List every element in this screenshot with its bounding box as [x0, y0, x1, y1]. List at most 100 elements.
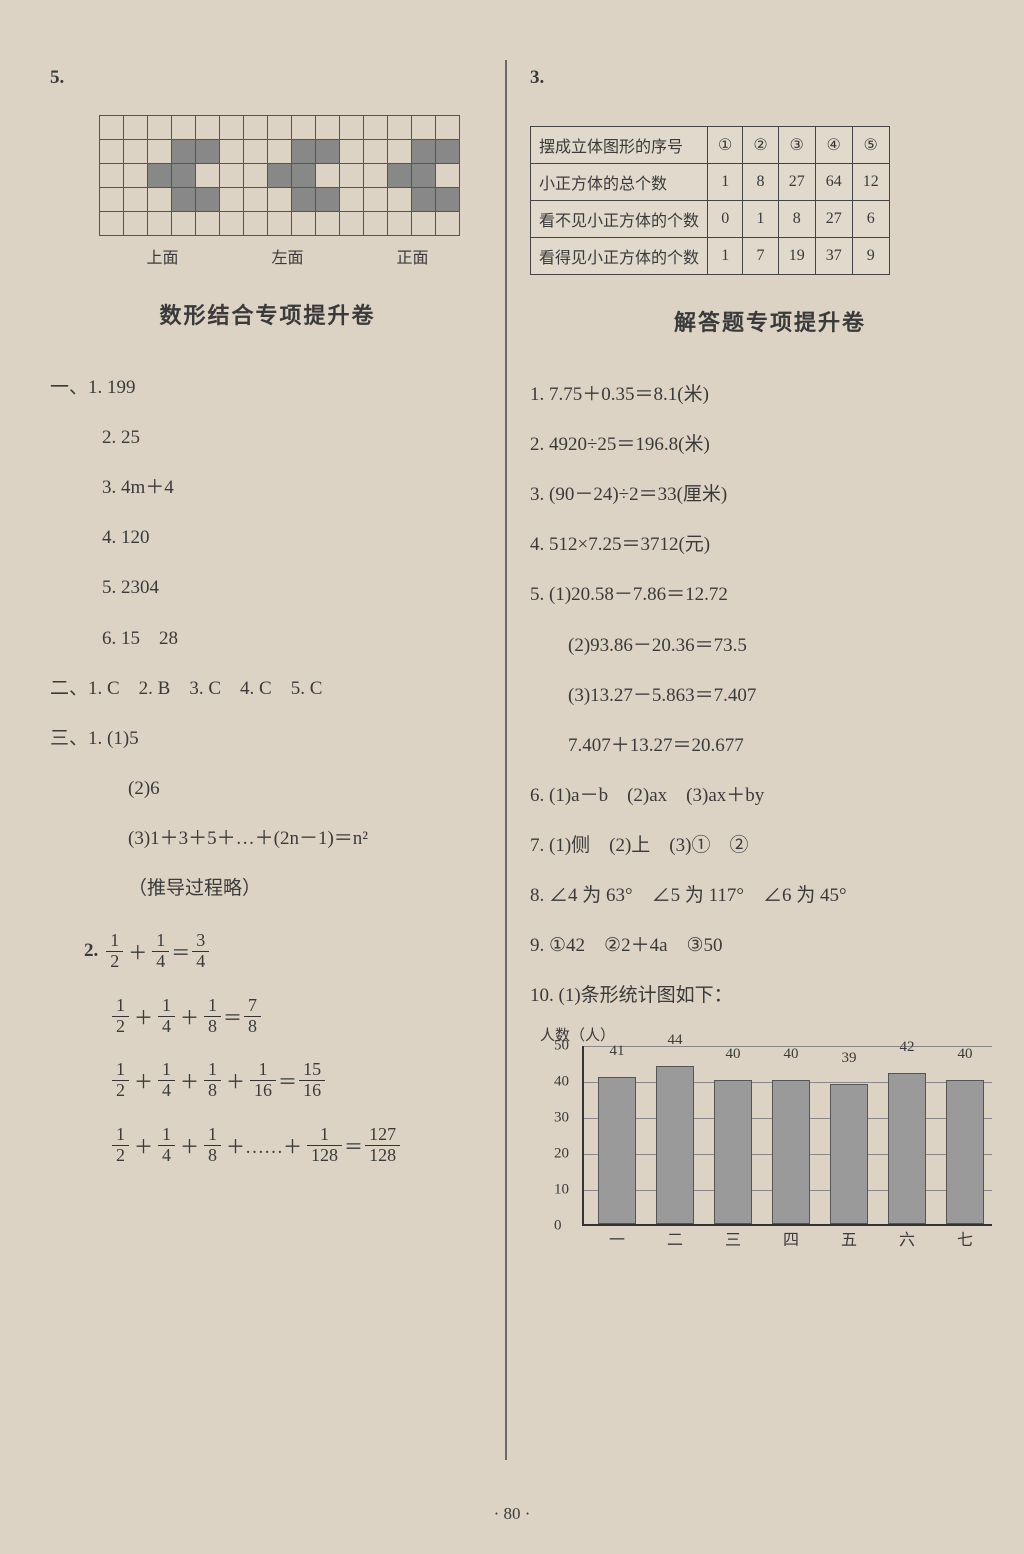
grid-cell — [387, 139, 412, 164]
q5-grid-labels: 上面 左面 正面 — [100, 244, 475, 268]
grid-cell — [387, 163, 412, 188]
bc-xlabel: 三 — [714, 1226, 752, 1250]
bar-chart: 人数（人） 41一44二40三40四39五42六40七 01020304050 — [540, 1028, 1000, 1258]
grid-cell — [123, 163, 148, 188]
grid-cell — [435, 211, 460, 236]
grid-label-left: 左面 — [225, 244, 350, 268]
grid-cell — [219, 163, 244, 188]
section3-item2: (2)6 — [50, 771, 485, 807]
grid-cell — [99, 115, 124, 140]
grid-cell — [243, 115, 268, 140]
bc-ytick: 40 — [554, 1074, 569, 1091]
q5-number: 5. — [50, 67, 64, 88]
bc-ytick: 30 — [554, 1110, 569, 1127]
table-cell: 7 — [743, 238, 778, 275]
sec1-item: 6. 15 28 — [50, 621, 485, 657]
grid-cell — [267, 163, 292, 188]
bc-xlabel: 一 — [598, 1226, 636, 1250]
grid-cell — [147, 115, 172, 140]
page-number: · 80 · — [0, 1504, 1024, 1524]
grid-cell — [195, 115, 220, 140]
section1-list: 一、1. 1992. 253. 4m＋44. 1205. 23046. 15 2… — [50, 370, 485, 657]
bc-bar-value: 41 — [598, 1043, 636, 1060]
grid-cell — [435, 115, 460, 140]
grid-cell — [219, 211, 244, 236]
right-column: 3. 摆成立体图形的序号①②③④⑤小正方体的总个数18276412看不见小正方体… — [530, 60, 1010, 1258]
bc-bar-value: 44 — [656, 1032, 694, 1049]
fraction-line: 12＋14＋18＋……＋1128 ＝ 127128 — [110, 1125, 485, 1166]
grid-cell — [267, 187, 292, 212]
table-cell: 27 — [815, 201, 852, 238]
section2: 二、1. C 2. B 3. C 4. C 5. C — [50, 671, 485, 707]
grid-cell — [123, 187, 148, 212]
table-cell: 6 — [852, 201, 889, 238]
right-item: 9. ①42 ②2＋4a ③50 — [530, 928, 1010, 964]
grid-cell — [219, 139, 244, 164]
left-section-title: 数形结合专项提升卷 — [50, 298, 485, 330]
bc-xlabel: 六 — [888, 1226, 926, 1250]
grid-cell — [267, 211, 292, 236]
right-item: 10. (1)条形统计图如下： — [530, 978, 1010, 1014]
grid-cell — [147, 187, 172, 212]
table-cell: 12 — [852, 164, 889, 201]
grid-cell — [147, 163, 172, 188]
grid-cell — [219, 115, 244, 140]
table-rowlabel: 看得见小正方体的个数 — [531, 238, 708, 275]
grid-cell — [243, 163, 268, 188]
grid-cell — [291, 139, 316, 164]
grid-cell — [315, 139, 340, 164]
grid-cell — [99, 187, 124, 212]
right-item: 5. (1)20.58－7.86＝12.72 — [530, 577, 1010, 613]
grid-cell — [291, 163, 316, 188]
grid-cell — [315, 163, 340, 188]
grid-cell — [435, 139, 460, 164]
cube-table: 摆成立体图形的序号①②③④⑤小正方体的总个数18276412看不见小正方体的个数… — [530, 126, 890, 275]
grid-cell — [363, 211, 388, 236]
grid-cell — [363, 187, 388, 212]
right-item: 7. (1)侧 (2)上 (3)① ② — [530, 828, 1010, 864]
bc-plot-area: 41一44二40三40四39五42六40七 — [582, 1046, 992, 1226]
table-header: ⑤ — [852, 127, 889, 164]
right-item: 4. 512×7.25＝3712(元) — [530, 527, 1010, 563]
grid-cell — [339, 211, 364, 236]
grid-cell — [411, 139, 436, 164]
grid-cell — [363, 163, 388, 188]
bc-bar-value: 40 — [714, 1046, 752, 1063]
right-item: (2)93.86－20.36＝73.5 — [530, 628, 1010, 664]
grid-cell — [291, 115, 316, 140]
grid-cell — [315, 187, 340, 212]
table-cell: 1 — [708, 164, 743, 201]
sec1-item: 一、1. 199 — [50, 370, 485, 406]
table-cell: 64 — [815, 164, 852, 201]
right-item: 3. (90－24)÷2＝33(厘米) — [530, 477, 1010, 513]
grid-cell — [195, 187, 220, 212]
grid-cell — [315, 211, 340, 236]
table-cell: 27 — [778, 164, 815, 201]
grid-label-top: 上面 — [100, 244, 225, 268]
bc-bar — [888, 1073, 926, 1224]
right-item: 2. 4920÷25＝196.8(米) — [530, 427, 1010, 463]
grid-cell — [363, 115, 388, 140]
table-header: ① — [708, 127, 743, 164]
left-column: 5. 上面 左面 正面 数形结合专项提升卷 一、1. 1992. 253. 4m… — [50, 60, 485, 1190]
grid-cell — [171, 187, 196, 212]
grid-cell — [339, 187, 364, 212]
bc-bar-value: 42 — [888, 1039, 926, 1056]
grid-cell — [195, 163, 220, 188]
q3-number: 3. — [530, 67, 544, 88]
right-item: (3)13.27－5.863＝7.407 — [530, 678, 1010, 714]
section3-note: （推导过程略） — [50, 871, 485, 907]
right-item: 6. (1)a－b (2)ax (3)ax＋by — [530, 778, 1010, 814]
grid-cell — [411, 187, 436, 212]
grid-cell — [99, 211, 124, 236]
grid-cell — [339, 139, 364, 164]
table-header: ② — [743, 127, 778, 164]
q5-grid-diagram — [100, 116, 485, 236]
grid-cell — [387, 115, 412, 140]
grid-cell — [147, 139, 172, 164]
grid-cell — [171, 211, 196, 236]
bc-bar — [772, 1080, 810, 1224]
table-rowlabel: 看不见小正方体的个数 — [531, 201, 708, 238]
grid-cell — [267, 115, 292, 140]
grid-cell — [195, 211, 220, 236]
